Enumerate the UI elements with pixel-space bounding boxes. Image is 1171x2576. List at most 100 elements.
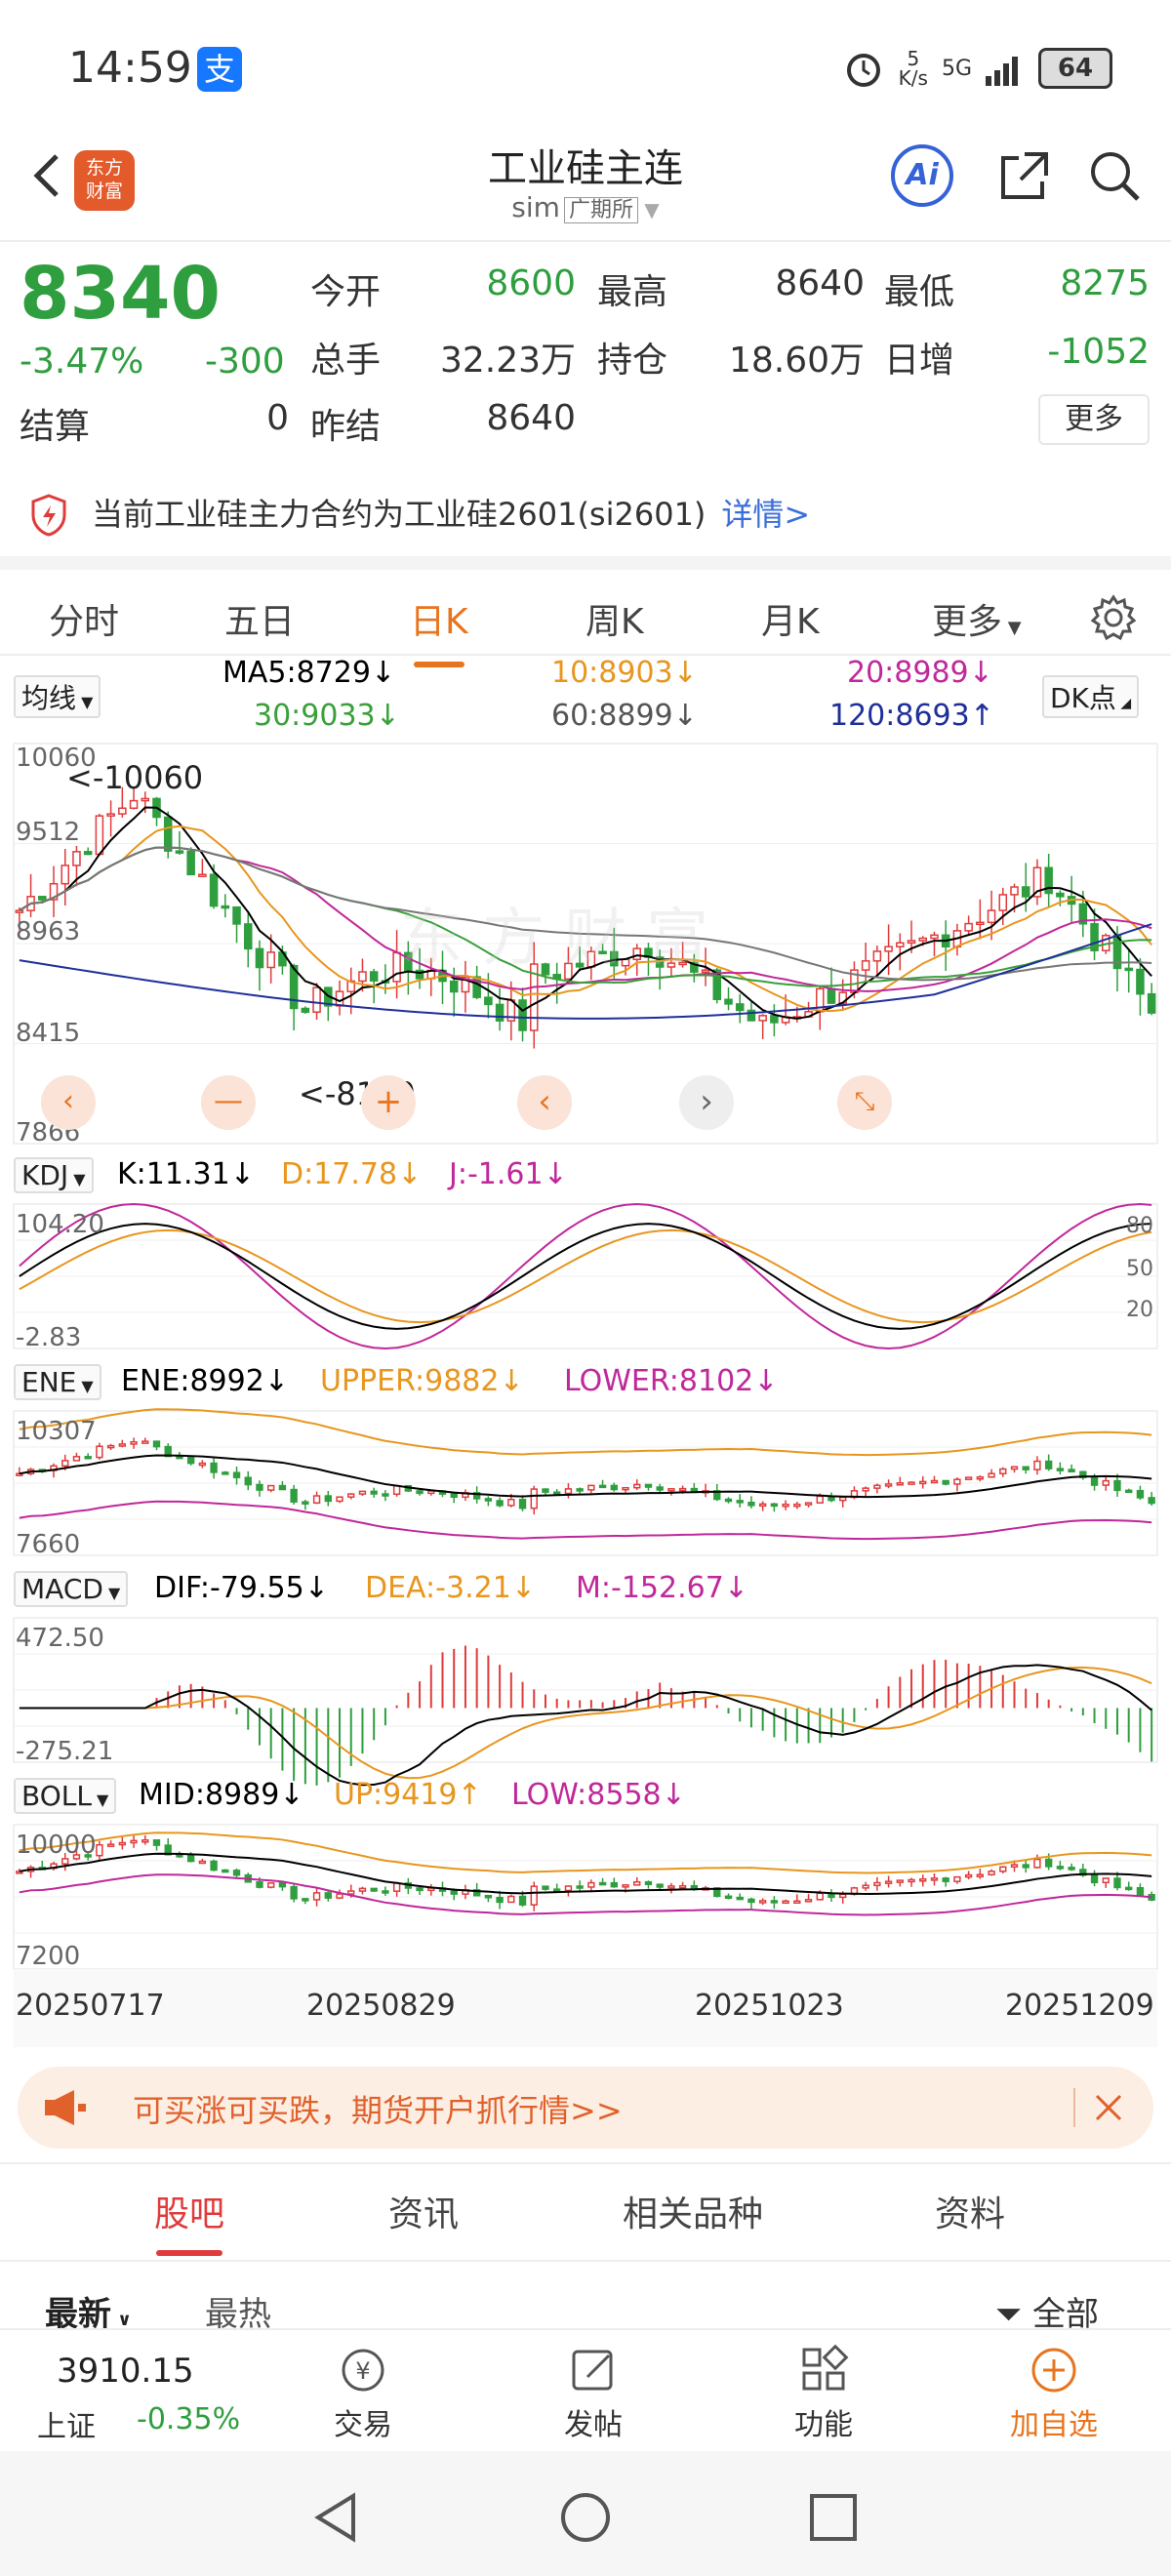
tab-news[interactable]: 资讯 <box>388 2194 460 2234</box>
ene-candle <box>576 1488 584 1492</box>
ene-candle <box>747 1502 755 1507</box>
tab-forum[interactable]: 股吧 <box>154 2186 224 2256</box>
nav-post[interactable]: 发帖 <box>525 2344 662 2443</box>
zoom-in-button[interactable]: + <box>361 1075 416 1130</box>
kline-candle <box>690 961 699 973</box>
tab-weekly-k[interactable]: 周K <box>586 602 644 642</box>
period-tabs: 分时 五日 日K 周K 月K 更多 ▼ <box>0 556 1171 667</box>
kline-candle <box>472 976 481 998</box>
kline-chart-area[interactable] <box>0 0 1171 2059</box>
fullscreen-button[interactable]: ⤡ <box>837 1075 892 1130</box>
alipay-icon: 支 <box>197 47 242 92</box>
contract-subtitle[interactable]: sim 广期所 ▼ <box>0 191 1171 223</box>
ene-candle <box>141 1440 149 1444</box>
kline-candle <box>106 813 115 817</box>
filter-icon: ⏷ <box>995 2295 1023 2334</box>
content-divider <box>0 2162 1171 2164</box>
sort-hot[interactable]: 最热 <box>205 2295 271 2334</box>
scroll-left-far-button[interactable]: ‹ <box>41 1075 96 1130</box>
ene-candle <box>884 1483 893 1487</box>
kline-candle <box>518 999 527 1031</box>
boll-candle <box>1125 1886 1133 1891</box>
ene-candle <box>222 1471 229 1475</box>
kline-candle <box>95 815 104 856</box>
tab-five-day[interactable]: 五日 <box>224 602 296 642</box>
boll-candle <box>736 1896 744 1901</box>
share-icon[interactable] <box>995 146 1054 205</box>
ene-candle <box>782 1503 789 1508</box>
indicator-selector-kdj[interactable]: KDJ ▼ <box>14 1157 94 1193</box>
kline-candle <box>49 882 59 901</box>
boll-low-value: LOW:8558↓ <box>511 1778 686 1812</box>
shield-alert-icon <box>31 494 66 537</box>
boll-candle <box>724 1895 733 1900</box>
nav-add-watchlist[interactable]: 加自选 <box>986 2344 1122 2443</box>
index-change: -0.35% <box>137 2402 241 2436</box>
macd-dif-line <box>19 1664 1152 1787</box>
system-nav-bar <box>0 2451 1171 2576</box>
date-axis-band <box>14 1969 1157 2047</box>
close-icon[interactable] <box>1091 2090 1126 2125</box>
ma120-line <box>19 923 1152 1020</box>
boll-candle <box>953 1875 961 1882</box>
boll-candle <box>1022 1864 1030 1869</box>
search-icon[interactable] <box>1085 146 1144 205</box>
boll-candle <box>176 1854 183 1858</box>
nav-functions[interactable]: 功能 <box>755 2344 892 2443</box>
system-recents-icon[interactable] <box>808 2492 859 2543</box>
account-open-banner[interactable]: 可买涨可买跌，期货开户抓行情>> <box>18 2067 1153 2149</box>
ene-value: ENE:8992↓ <box>121 1364 289 1398</box>
ene-candle <box>518 1498 527 1509</box>
kline-candle <box>632 947 642 961</box>
indicator-selector-macd[interactable]: MACD ▼ <box>14 1571 129 1607</box>
tab-monthly-k[interactable]: 月K <box>761 602 820 642</box>
tab-related[interactable]: 相关品种 <box>623 2194 764 2234</box>
settings-gear-icon[interactable] <box>1089 593 1138 642</box>
sort-latest[interactable]: 最新 ∨ <box>45 2287 132 2335</box>
more-quote-button[interactable]: 更多 <box>1038 394 1150 445</box>
tab-more[interactable]: 更多 ▼ <box>932 593 1022 644</box>
svg-text:¥: ¥ <box>355 2357 370 2385</box>
nav-trade[interactable]: ¥ 交易 <box>295 2344 431 2443</box>
notice-detail-link[interactable]: 详情> <box>721 496 811 533</box>
boll-candle <box>598 1881 607 1886</box>
ene-candle <box>598 1484 607 1489</box>
caret-down-icon: ▼ <box>91 1791 109 1809</box>
dk-point-selector[interactable]: DK点 ◢ <box>1042 675 1140 718</box>
boll-candle <box>358 1887 367 1892</box>
index-value[interactable]: 3910.15 <box>57 2352 194 2391</box>
tab-profile[interactable]: 资料 <box>935 2194 1006 2234</box>
indicator-selector-ma[interactable]: 均线 ▼ <box>14 675 101 718</box>
prev-settle-value: 8640 <box>486 398 576 438</box>
kline-candle <box>564 962 573 981</box>
ene-candle <box>999 1468 1007 1474</box>
kdj-selector-label: KDJ <box>21 1159 69 1191</box>
kline-candle <box>221 905 230 909</box>
ene-candle <box>919 1480 927 1485</box>
high-label: 最高 <box>597 272 668 312</box>
change-amount: -300 <box>205 342 285 382</box>
ma10-line <box>19 825 1152 1013</box>
boll-candle <box>1090 1873 1099 1884</box>
main-contract-notice[interactable]: 当前工业硅主力合约为工业硅2601(si2601) 详情> <box>0 468 1171 556</box>
system-back-icon[interactable] <box>310 2490 361 2545</box>
indicator-selector-ene[interactable]: ENE ▼ <box>14 1364 101 1400</box>
system-home-icon[interactable] <box>558 2490 613 2545</box>
back-arrow-icon[interactable] <box>20 146 78 205</box>
indicator-selector-boll[interactable]: BOLL ▼ <box>14 1778 117 1814</box>
alarm-icon <box>846 54 880 87</box>
filter-all[interactable]: ⏷ 全部 <box>995 2287 1099 2335</box>
zoom-out-button[interactable]: — <box>201 1075 256 1130</box>
tab-daily-k[interactable]: 日K <box>410 593 468 667</box>
kline-candle <box>255 947 264 969</box>
ene-candle <box>964 1476 973 1480</box>
kline-candle <box>335 990 344 1007</box>
macd-axis-bottom: -275.21 <box>16 1737 114 1766</box>
kline-candle <box>61 865 70 885</box>
scroll-right-button[interactable]: › <box>679 1075 734 1130</box>
index-name: 上证 <box>37 2410 96 2444</box>
tab-intraday[interactable]: 分时 <box>49 602 120 642</box>
scroll-left-button[interactable]: ‹ <box>517 1075 572 1130</box>
ai-assistant-button[interactable]: Ai <box>891 144 953 207</box>
ene-candle <box>370 1490 378 1495</box>
